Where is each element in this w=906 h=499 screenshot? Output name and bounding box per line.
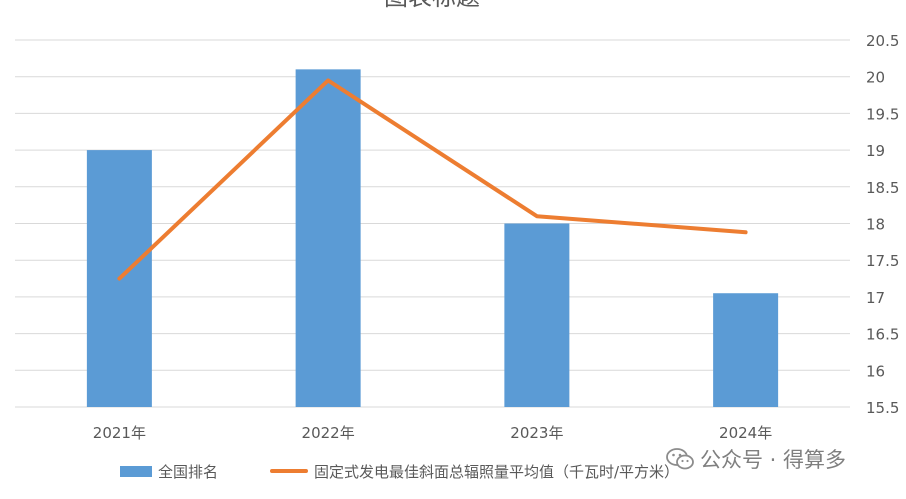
- y-tick-label: 16: [866, 362, 885, 380]
- bar: [295, 69, 361, 408]
- y-tick-label: 20: [866, 69, 885, 87]
- wechat-icon: [666, 448, 694, 470]
- gridlines: [15, 39, 850, 408]
- bar: [713, 293, 779, 407]
- y-tick-label: 17: [866, 289, 885, 307]
- legend-label-line: 固定式发电最佳斜面总辐照量平均值（千瓦时/平方米）: [314, 463, 679, 481]
- x-tick-label: 2024年: [719, 424, 772, 442]
- bar: [504, 223, 570, 407]
- y-tick-label: 18: [866, 216, 885, 234]
- x-tick-label: 2022年: [302, 424, 355, 442]
- x-axis-ticks: 2021年 2022年 2023年 2024年: [93, 424, 772, 442]
- line-series: [117, 78, 748, 281]
- y-axis-ticks: 15.5 16 16.5 17 17.5 18 18.5 19 19.5 20 20.5: [866, 32, 899, 417]
- legend-swatch-bar: [120, 466, 152, 477]
- y-tick-label: 15.5: [866, 399, 899, 417]
- y-tick-label: 17.5: [866, 252, 899, 270]
- series-line: [117, 78, 748, 281]
- chart-title: 图表标题: [384, 0, 480, 11]
- legend: 全国排名 固定式发电最佳斜面总辐照量平均值（千瓦时/平方米）: [120, 463, 679, 481]
- y-tick-label: 20.5: [866, 32, 899, 50]
- watermark: 公众号 · 得算多: [666, 445, 846, 473]
- y-tick-label: 19.5: [866, 105, 899, 123]
- y-tick-label: 16.5: [866, 326, 899, 344]
- y-tick-label: 19: [866, 142, 885, 160]
- x-tick-label: 2023年: [510, 424, 563, 442]
- x-tick-label: 2021年: [93, 424, 146, 442]
- legend-label-bar: 全国排名: [158, 463, 218, 481]
- y-tick-label: 18.5: [866, 179, 899, 197]
- bar-series: [86, 69, 779, 408]
- watermark-text: 公众号 · 得算多: [700, 448, 847, 472]
